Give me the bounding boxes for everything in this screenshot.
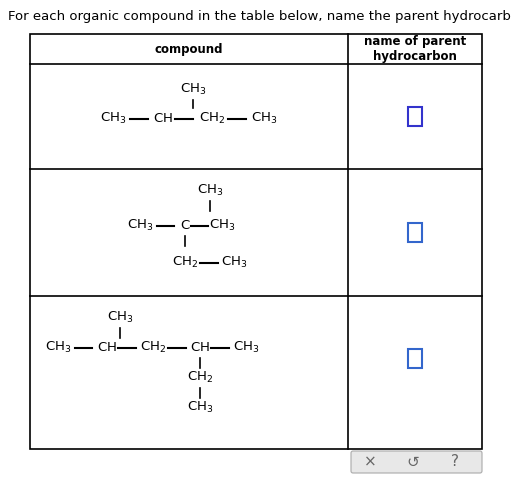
Text: $\mathrm{CH_3}$: $\mathrm{CH_3}$ [209, 218, 235, 233]
Text: $\mathrm{CH_2}$: $\mathrm{CH_2}$ [187, 370, 213, 385]
Text: $\mathrm{CH_3}$: $\mathrm{CH_3}$ [180, 82, 206, 97]
Text: $\mathrm{CH}$: $\mathrm{CH}$ [190, 341, 210, 354]
Text: For each organic compound in the table below, name the parent hydrocarbon.: For each organic compound in the table b… [8, 10, 511, 23]
Text: $\mathrm{CH_3}$: $\mathrm{CH_3}$ [251, 111, 277, 126]
Text: $\mathrm{CH_2}$: $\mathrm{CH_2}$ [199, 111, 225, 126]
FancyBboxPatch shape [351, 451, 482, 473]
Text: $\mathrm{CH_3}$: $\mathrm{CH_3}$ [100, 111, 126, 126]
Text: $\mathrm{CH_3}$: $\mathrm{CH_3}$ [107, 310, 133, 325]
Text: ?: ? [451, 454, 458, 469]
Bar [408, 223, 422, 242]
Text: $\mathrm{CH_3}$: $\mathrm{CH_3}$ [127, 218, 153, 233]
Text: $\mathrm{C}$: $\mathrm{C}$ [180, 219, 190, 232]
Text: $\mathrm{CH}$: $\mathrm{CH}$ [97, 341, 117, 354]
Text: $\mathrm{CH_3}$: $\mathrm{CH_3}$ [187, 400, 213, 415]
Text: $\mathrm{CH}$: $\mathrm{CH}$ [153, 112, 173, 125]
Bar [408, 107, 422, 126]
Bar [408, 348, 422, 367]
Text: ↺: ↺ [406, 454, 419, 469]
Text: $\mathrm{CH_2}$: $\mathrm{CH_2}$ [140, 340, 166, 355]
Text: name of parent
hydrocarbon: name of parent hydrocarbon [364, 35, 466, 63]
Text: $\mathrm{CH_2}$: $\mathrm{CH_2}$ [172, 255, 198, 270]
Text: $\mathrm{CH_3}$: $\mathrm{CH_3}$ [233, 340, 259, 355]
Bar [30, 34, 482, 449]
Text: ×: × [363, 454, 376, 469]
Text: compound: compound [155, 43, 223, 56]
Text: $\mathrm{CH_3}$: $\mathrm{CH_3}$ [45, 340, 71, 355]
Text: $\mathrm{CH_3}$: $\mathrm{CH_3}$ [197, 183, 223, 198]
Text: $\mathrm{CH_3}$: $\mathrm{CH_3}$ [221, 255, 247, 270]
